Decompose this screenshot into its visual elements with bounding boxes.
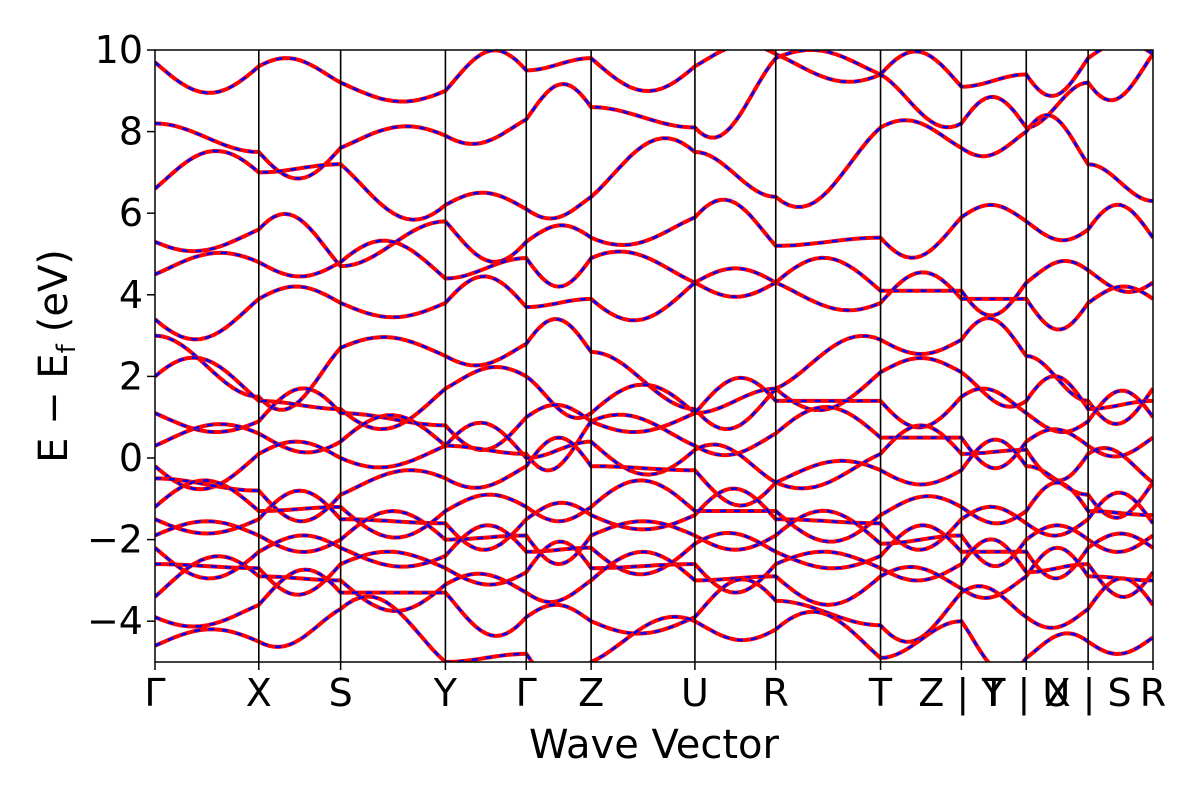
band-line-solid xyxy=(155,404,1153,473)
band-line-dashed xyxy=(155,50,1153,180)
x-tick-label: Γ xyxy=(516,671,537,715)
plot-frame xyxy=(154,49,1154,663)
y-tick-label: 2 xyxy=(119,354,143,398)
band-line-solid xyxy=(155,50,1153,181)
y-tick-label: 10 xyxy=(95,28,143,72)
x-tick-label: T | U xyxy=(981,671,1070,716)
y-axis: −4 −2 0 2 4 6 8 10 xyxy=(87,28,155,643)
y-tick-label: 6 xyxy=(119,191,143,235)
band-line-dashed xyxy=(155,405,1153,472)
bands-layer xyxy=(155,50,1153,662)
band-line-dashed xyxy=(155,546,1153,613)
band-line-solid xyxy=(155,238,1153,318)
x-tick-label: Y xyxy=(433,671,458,715)
x-tick-label: X xyxy=(246,671,272,715)
y-axis-title-unit: (eV) xyxy=(31,249,77,332)
y-tick-label: 0 xyxy=(119,436,143,480)
band-line-dashed xyxy=(155,421,1153,491)
x-tick-label: R xyxy=(763,671,789,715)
x-tick-label: T xyxy=(868,671,893,715)
x-tick-label: X | S xyxy=(1045,671,1132,716)
y-axis-title-main: E − E xyxy=(31,353,77,463)
x-tick-label: Z | Y xyxy=(918,671,1005,716)
x-tick-label: R xyxy=(1140,671,1166,715)
x-tick-label: S xyxy=(329,671,353,715)
band-line-dashed xyxy=(155,316,1153,431)
band-line-dashed xyxy=(155,113,1153,221)
y-tick-label: 8 xyxy=(119,110,143,154)
x-axis-title: Wave Vector xyxy=(529,722,780,768)
x-tick-label: Z xyxy=(578,671,604,715)
x-tick-label: Γ xyxy=(144,671,165,715)
y-axis-title: E − Ef (eV) xyxy=(31,249,82,463)
band-line-dashed xyxy=(155,198,1153,268)
band-line-solid xyxy=(155,420,1153,492)
y-tick-label: 4 xyxy=(119,273,143,317)
y-tick-label: −2 xyxy=(87,518,143,562)
band-line-solid xyxy=(155,316,1153,432)
kpoint-dividers xyxy=(257,50,1089,662)
y-axis-title-sub: f xyxy=(52,343,82,353)
y-tick-label: −4 xyxy=(87,599,143,643)
band-line-solid xyxy=(155,197,1153,269)
x-tick-label: U xyxy=(681,671,709,715)
